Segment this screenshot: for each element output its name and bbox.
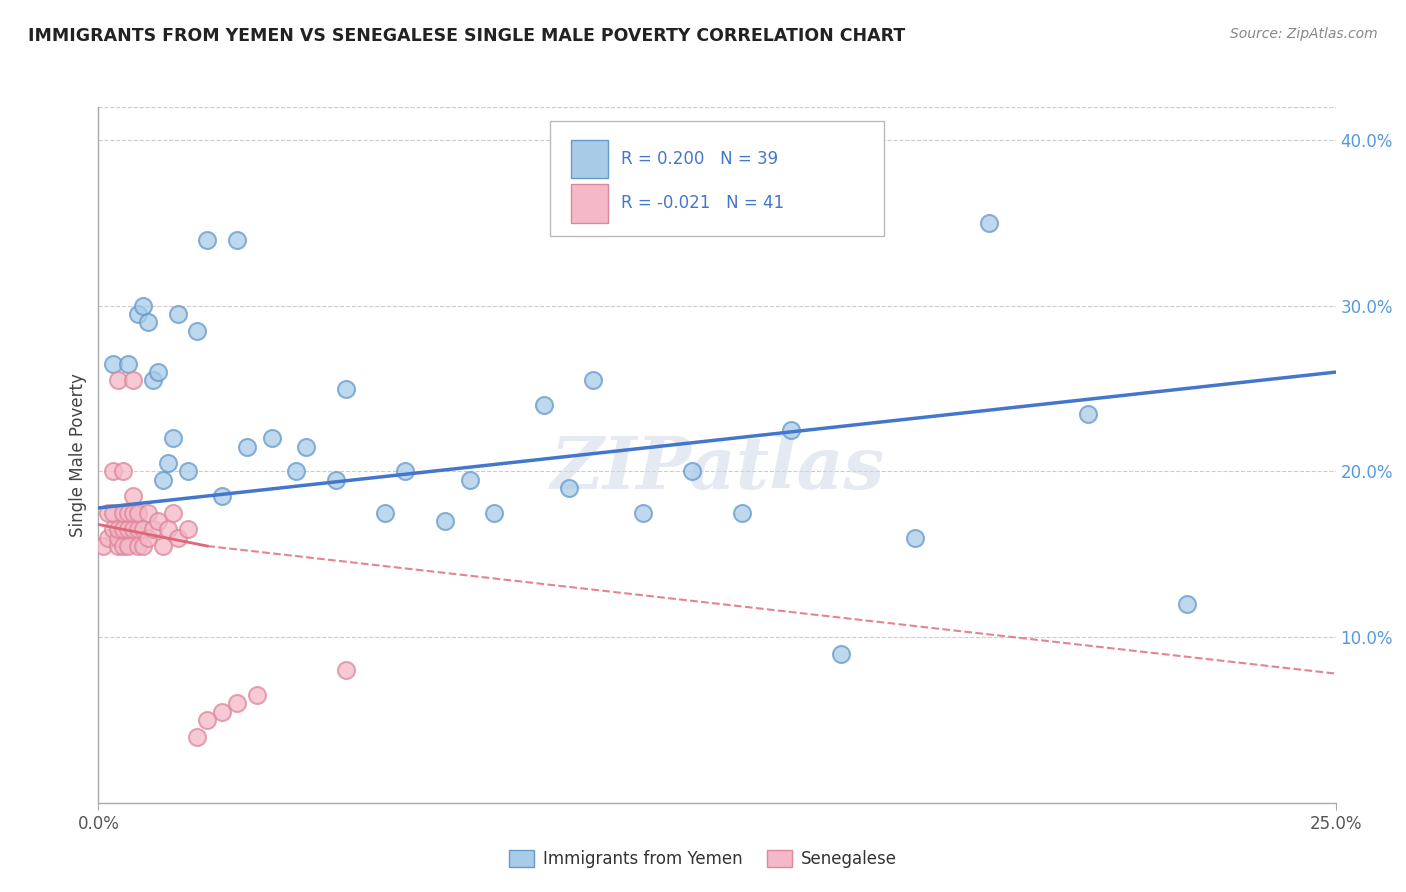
Point [127,523,149,537]
Point [285,465,308,479]
Point [325,473,347,487]
Point [127,506,149,520]
Point [122,506,145,520]
Point [458,473,481,487]
Point [112,539,135,553]
Point [176,465,198,479]
Point [186,730,208,744]
Point [132,539,155,553]
Point [335,382,357,396]
Point [176,523,198,537]
Point [780,423,803,437]
Point [103,523,125,537]
FancyBboxPatch shape [571,185,609,222]
Point [152,539,174,553]
Point [211,705,233,719]
Point [582,373,605,387]
Point [433,514,456,528]
Point [122,373,145,387]
Point [112,465,135,479]
Point [122,523,145,537]
Point [132,299,155,313]
Point [97,531,120,545]
Point [195,713,218,727]
Point [142,523,165,537]
Point [156,456,179,470]
Point [152,473,174,487]
Point [166,531,188,545]
Point [103,506,125,520]
Point [631,506,654,520]
Point [107,523,129,537]
Point [557,481,579,495]
Text: R = 0.200   N = 39: R = 0.200 N = 39 [620,150,778,169]
Point [146,514,169,528]
Text: Source: ZipAtlas.com: Source: ZipAtlas.com [1230,27,1378,41]
Point [97,506,120,520]
Point [295,440,318,454]
Point [122,489,145,503]
Point [979,216,1001,230]
Point [136,506,159,520]
Point [374,506,396,520]
Point [681,465,703,479]
Point [127,539,149,553]
Point [1175,597,1198,611]
Point [103,357,125,371]
Point [93,539,115,553]
Point [142,373,165,387]
Point [107,373,129,387]
Text: IMMIGRANTS FROM YEMEN VS SENEGALESE SINGLE MALE POVERTY CORRELATION CHART: IMMIGRANTS FROM YEMEN VS SENEGALESE SING… [28,27,905,45]
Point [236,440,259,454]
Point [484,506,506,520]
Text: ZIPatlas: ZIPatlas [550,434,884,504]
Text: R = -0.021   N = 41: R = -0.021 N = 41 [620,194,783,212]
Point [112,506,135,520]
FancyBboxPatch shape [550,121,884,235]
Point [226,233,249,247]
Point [107,531,129,545]
Point [117,506,139,520]
Point [186,324,208,338]
Point [394,465,416,479]
Point [136,531,159,545]
Legend: Immigrants from Yemen, Senegalese: Immigrants from Yemen, Senegalese [503,843,903,875]
Point [156,523,179,537]
Point [103,465,125,479]
Point [117,357,139,371]
Point [830,647,852,661]
Point [211,489,233,503]
Point [146,365,169,379]
Point [117,523,139,537]
Point [904,531,927,545]
Point [162,506,184,520]
Point [117,539,139,553]
Y-axis label: Single Male Poverty: Single Male Poverty [69,373,87,537]
Point [112,523,135,537]
Point [107,539,129,553]
Point [127,307,149,321]
Point [195,233,218,247]
Point [731,506,754,520]
Point [136,315,159,329]
Point [335,663,357,677]
FancyBboxPatch shape [571,140,609,178]
Point [162,431,184,445]
Point [246,688,269,702]
Point [166,307,188,321]
Point [226,697,249,711]
Point [1077,407,1099,421]
Point [132,523,155,537]
Point [533,398,555,412]
Point [260,431,283,445]
